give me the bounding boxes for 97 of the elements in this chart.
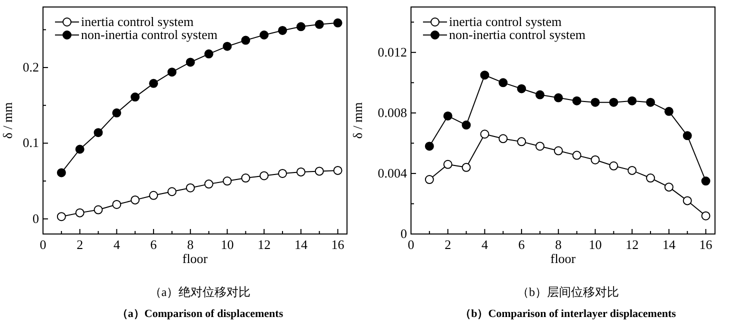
- point: [443, 160, 452, 169]
- point: [204, 49, 214, 58]
- y-tick-label: 0.012: [378, 44, 407, 60]
- y-axis-title: δ / mm: [350, 102, 365, 139]
- text: （b）Comparison of interlayer displacements: [460, 308, 677, 320]
- x-tick-label: 12: [626, 237, 639, 252]
- x-tick-label: 2: [444, 237, 452, 252]
- point: [682, 131, 692, 140]
- text: （a）绝对位移对比: [149, 285, 251, 299]
- point: [130, 195, 140, 204]
- point: [535, 142, 544, 151]
- point: [296, 167, 306, 176]
- point: [167, 68, 176, 77]
- legend-label: inertia control system: [81, 14, 194, 29]
- point: [278, 26, 288, 35]
- point: [572, 150, 582, 160]
- point: [241, 36, 250, 45]
- point: [609, 98, 618, 107]
- text: （b）层间位移对比: [517, 285, 619, 299]
- point: [241, 174, 250, 183]
- point: [130, 92, 140, 102]
- x-tick-label: 16: [331, 237, 345, 252]
- point: [260, 171, 269, 180]
- x-axis-title: floor: [550, 251, 576, 266]
- point: [149, 78, 158, 88]
- point: [443, 111, 452, 120]
- point: [75, 208, 84, 218]
- point: [167, 187, 176, 196]
- point: [56, 168, 66, 178]
- y-tick-label: 0.008: [378, 104, 407, 120]
- point: [333, 166, 342, 175]
- point: [480, 70, 490, 80]
- point: [424, 175, 434, 184]
- point: [186, 58, 195, 67]
- x-tick-label: 8: [555, 237, 562, 252]
- point: [535, 90, 544, 100]
- point: [498, 78, 508, 88]
- point: [314, 20, 324, 29]
- y-tick-label: 0.004: [378, 165, 408, 180]
- point: [149, 190, 158, 200]
- point: [222, 42, 232, 51]
- point: [664, 106, 674, 116]
- point: [701, 176, 710, 186]
- x-tick-label: 14: [662, 237, 676, 252]
- point: [75, 144, 84, 154]
- point: [480, 130, 490, 139]
- x-tick-label: 4: [113, 237, 120, 252]
- point: [517, 137, 526, 146]
- point: [186, 183, 195, 192]
- y-tick-label: 0.1: [22, 135, 39, 150]
- point: [222, 176, 232, 186]
- point: [204, 180, 214, 189]
- point: [112, 200, 122, 209]
- point: [554, 93, 563, 102]
- x-axis-title: floor: [182, 251, 208, 266]
- point: [664, 182, 674, 192]
- point: [296, 22, 306, 32]
- x-tick-label: 10: [588, 237, 602, 252]
- point: [609, 161, 618, 170]
- x-tick-label: 4: [481, 237, 488, 252]
- point: [646, 174, 656, 183]
- point: [701, 211, 710, 220]
- x-tick-label: 10: [220, 237, 234, 252]
- x-tick-label: 14: [294, 237, 308, 252]
- point: [424, 142, 434, 151]
- point: [572, 96, 582, 106]
- point: [498, 134, 508, 144]
- point: [94, 205, 103, 214]
- point: [590, 155, 600, 164]
- point: [628, 166, 637, 175]
- point: [333, 18, 342, 28]
- x-tick-label: 2: [76, 237, 84, 252]
- legend-label: inertia control system: [449, 14, 562, 29]
- point: [260, 30, 269, 40]
- y-tick-label: 0: [32, 210, 39, 226]
- text: （a）Comparison of displacements: [116, 308, 284, 320]
- point: [554, 146, 563, 156]
- point: [628, 96, 637, 106]
- x-tick-label: 8: [187, 237, 194, 252]
- y-tick-label: 0.2: [22, 60, 39, 75]
- point: [56, 212, 66, 222]
- point: [682, 196, 692, 206]
- point: [314, 166, 324, 176]
- point: [94, 128, 103, 138]
- point: [590, 98, 600, 107]
- x-tick-label: 6: [518, 237, 526, 252]
- point: [462, 120, 471, 130]
- x-tick-label: 6: [150, 237, 158, 252]
- y-tick-label: 0: [400, 226, 407, 241]
- point: [462, 162, 471, 172]
- x-tick-label: 16: [699, 237, 713, 252]
- point: [112, 108, 122, 118]
- point: [646, 98, 656, 107]
- x-tick-label: 12: [258, 237, 271, 252]
- point: [517, 84, 526, 94]
- point: [278, 168, 288, 178]
- y-axis-title: δ / mm: [0, 102, 15, 139]
